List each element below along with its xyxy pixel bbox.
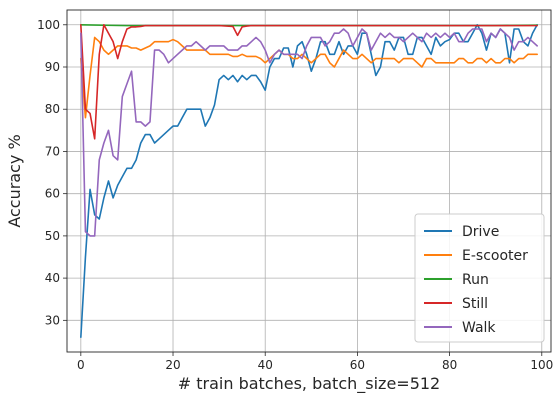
series-line-e-scooter xyxy=(80,36,538,119)
y-axis-label: Accuracy % xyxy=(5,134,24,227)
x-tick-label: 80 xyxy=(442,358,457,372)
legend-label-walk: Walk xyxy=(462,320,496,336)
y-tick-label: 50 xyxy=(45,229,60,243)
legend-label-drive: Drive xyxy=(462,224,499,240)
series-line-walk xyxy=(80,28,538,237)
axis-ticks: 0 20 40 60 80 100 30 40 50 60 70 80 90 100 xyxy=(37,18,553,372)
legend-label-e-scooter: E-scooter xyxy=(462,248,528,264)
legend-label-still: Still xyxy=(462,296,488,312)
legend-label-run: Run xyxy=(462,272,489,288)
y-tick-label: 70 xyxy=(45,144,60,158)
x-tick-label: 40 xyxy=(258,358,273,372)
series-lines xyxy=(80,23,538,339)
x-tick-label: 0 xyxy=(77,358,85,372)
y-tick-label: 90 xyxy=(45,60,60,74)
y-tick-label: 60 xyxy=(45,187,60,201)
series-line-drive xyxy=(80,23,538,339)
legend: Drive E-scooter Run Still Walk xyxy=(414,213,545,343)
grid xyxy=(67,10,551,352)
y-tick-label: 30 xyxy=(45,313,60,327)
y-tick-label: 80 xyxy=(45,102,60,116)
y-tick-label: 100 xyxy=(37,18,60,32)
x-tick-label: 60 xyxy=(350,358,365,372)
legend-box xyxy=(414,213,545,343)
y-tick-label: 40 xyxy=(45,271,60,285)
x-axis-label: # train batches, batch_size=512 xyxy=(178,374,440,394)
x-tick-label: 20 xyxy=(165,358,180,372)
x-tick-label: 100 xyxy=(530,358,553,372)
plot-frame xyxy=(66,9,552,353)
series-line-still xyxy=(80,23,538,140)
